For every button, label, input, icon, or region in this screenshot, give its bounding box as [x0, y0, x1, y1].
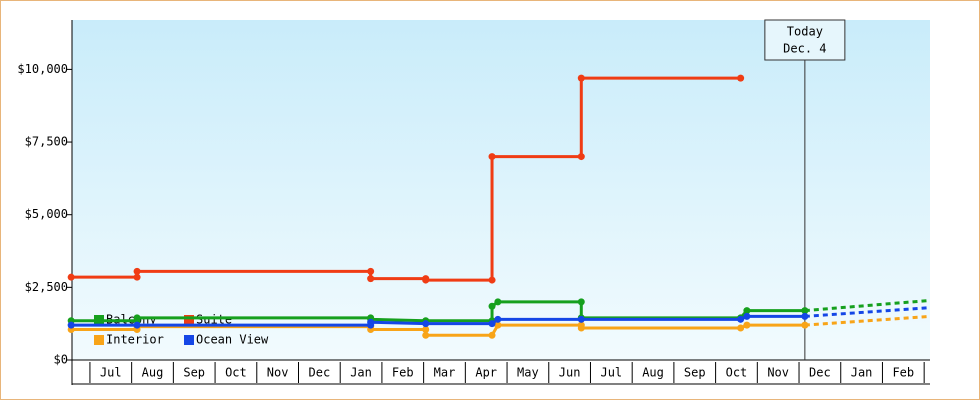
- point: [367, 267, 375, 275]
- point: [67, 273, 75, 281]
- point: [367, 318, 375, 326]
- point: [577, 74, 585, 82]
- legend-label: Suite: [196, 313, 232, 327]
- x-tick-label: Aug: [642, 366, 664, 380]
- point: [488, 276, 496, 284]
- x-tick-label: May: [517, 366, 539, 380]
- point: [422, 325, 430, 333]
- point: [801, 321, 809, 329]
- x-tick-label: Dec: [309, 366, 331, 380]
- forecast-line: [804, 314, 931, 327]
- forecast-line: [804, 298, 931, 313]
- point: [737, 74, 745, 82]
- point: [488, 153, 496, 161]
- point: [577, 324, 585, 332]
- point: [133, 267, 141, 275]
- point: [422, 276, 430, 284]
- today-box: [764, 19, 846, 61]
- point: [367, 275, 375, 283]
- legend-label: Ocean View: [196, 333, 269, 347]
- point: [422, 320, 430, 328]
- point: [801, 307, 809, 315]
- point: [737, 324, 745, 332]
- point: [494, 321, 502, 329]
- legend-swatch: [184, 335, 194, 345]
- point: [494, 315, 502, 323]
- legend-swatch: [94, 335, 104, 345]
- y-tick-label: $7,500: [25, 135, 68, 149]
- y-tick-label: $10,000: [17, 62, 68, 76]
- plot-area: [72, 20, 930, 360]
- x-tick-label: Jul: [600, 366, 622, 380]
- point: [577, 298, 585, 306]
- point: [577, 315, 585, 323]
- x-tick-label: Nov: [767, 366, 789, 380]
- today-label: Today: [787, 25, 823, 39]
- point: [577, 153, 585, 161]
- legend-label: Interior: [106, 333, 164, 347]
- forecast-line: [804, 306, 931, 318]
- point: [494, 298, 502, 306]
- point: [737, 315, 745, 323]
- x-tick-label: Jan: [851, 366, 873, 380]
- point: [133, 314, 141, 322]
- y-tick-label: $2,500: [25, 280, 68, 294]
- x-tick-label: Oct: [225, 366, 247, 380]
- x-tick-label: Feb: [892, 366, 914, 380]
- point: [67, 321, 75, 329]
- point: [488, 331, 496, 339]
- point: [743, 307, 751, 315]
- point: [422, 331, 430, 339]
- point: [743, 321, 751, 329]
- legend-swatch: [184, 315, 194, 325]
- x-tick-label: Jul: [100, 366, 122, 380]
- y-tick-label: $5,000: [25, 207, 68, 221]
- y-tick-label: $0: [54, 353, 68, 367]
- point: [743, 312, 751, 320]
- x-tick-label: Dec: [809, 366, 831, 380]
- x-tick-label: Oct: [726, 366, 748, 380]
- point: [801, 312, 809, 320]
- point: [133, 273, 141, 281]
- x-tick-label: Mar: [434, 366, 456, 380]
- x-tick-label: Jun: [559, 366, 581, 380]
- point: [133, 321, 141, 329]
- x-tick-label: Aug: [142, 366, 164, 380]
- x-tick-label: Jan: [350, 366, 372, 380]
- x-tick-label: Feb: [392, 366, 414, 380]
- x-tick-label: Sep: [684, 366, 706, 380]
- x-tick-label: Sep: [183, 366, 205, 380]
- today-date: Dec. 4: [783, 42, 826, 56]
- x-tick-label: Apr: [475, 366, 497, 380]
- x-tick-label: Nov: [267, 366, 289, 380]
- point: [488, 302, 496, 310]
- point: [488, 320, 496, 328]
